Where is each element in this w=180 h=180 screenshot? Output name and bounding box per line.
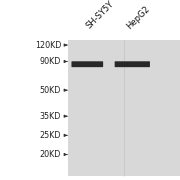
Bar [68, 40, 180, 176]
Text: 50KD: 50KD [40, 86, 61, 95]
FancyBboxPatch shape [115, 61, 150, 67]
Text: 120KD: 120KD [35, 40, 61, 50]
Text: 90KD: 90KD [40, 57, 61, 66]
Text: 35KD: 35KD [40, 112, 61, 121]
FancyBboxPatch shape [71, 61, 103, 67]
Text: 20KD: 20KD [40, 150, 61, 159]
Text: 25KD: 25KD [40, 131, 61, 140]
Text: SH-SY5Y: SH-SY5Y [85, 0, 116, 31]
Text: HepG2: HepG2 [125, 4, 152, 31]
